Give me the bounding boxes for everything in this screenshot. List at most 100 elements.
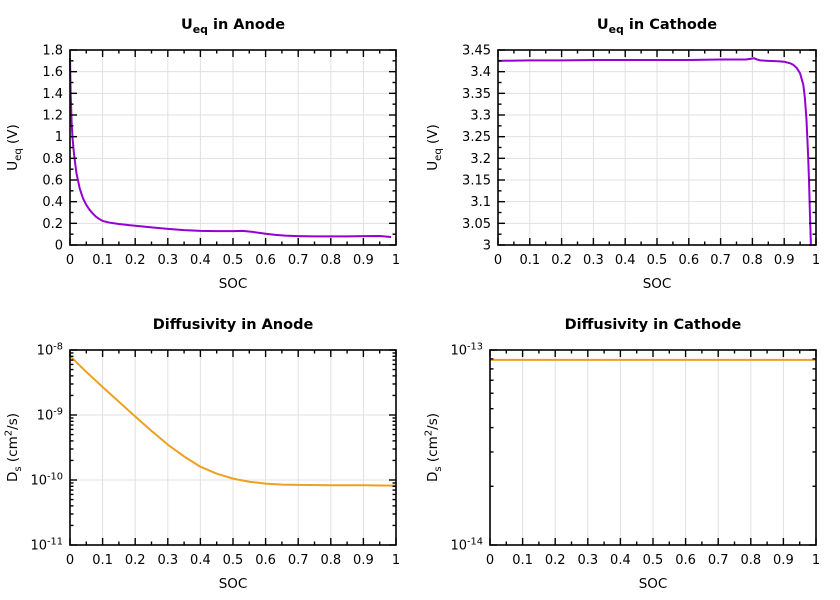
x-tick-label: 0.5 [643, 553, 664, 568]
y-tick-label: 3.05 [462, 217, 491, 232]
x-axis-label: SOC [643, 276, 672, 292]
x-tick-label: 0.4 [190, 253, 211, 268]
y-tick-label: 3 [483, 239, 491, 254]
x-tick-label: 0.2 [125, 253, 146, 268]
plot-title: Ueq in Anode [181, 17, 285, 36]
y-tick-label: 1.4 [42, 87, 63, 102]
plot-title: Diffusivity in Cathode [565, 317, 742, 333]
ueq-anode-svg: 0 0.1 0.2 0.3 0.4 0.5 0.6 0.7 0.8 0.9 1 0 0.2 0.4 0.6 0… [0, 0, 420, 300]
plot-diffusivity-anode: 0 0.1 0.2 0.3 0.4 0.5 0.6 0.7 0.8 0.9 1 10-11 10-10 1… [0, 300, 420, 600]
x-tick-label: 0.8 [320, 253, 341, 268]
y-tick-label: 1.2 [42, 109, 63, 124]
x-tick-label: 0.4 [190, 553, 211, 568]
y-tick-label: 1 [55, 130, 63, 145]
axes-ticks [497, 49, 817, 246]
y-tick-label: 1.8 [42, 44, 63, 59]
axes-ticks [489, 349, 817, 546]
x-tick-label: 0.6 [678, 253, 699, 268]
x-tick-label: 0.9 [353, 253, 374, 268]
x-tick-label: 0.6 [255, 553, 276, 568]
plot-ueq-anode: 0 0.1 0.2 0.3 0.4 0.5 0.6 0.7 0.8 0.9 1 0 0.2 0.4 0.6 0… [0, 0, 420, 300]
x-tick-label: 0.7 [288, 253, 309, 268]
x-tick-label: 0.9 [773, 553, 794, 568]
x-tick-label: 0.3 [157, 553, 178, 568]
grid-lines [70, 350, 396, 545]
grid-lines [70, 50, 396, 245]
y-tick-label: 0 [55, 239, 63, 254]
x-axis-label: SOC [219, 576, 248, 592]
x-tick-label: 0.1 [92, 253, 113, 268]
x-tick-label: 0.8 [320, 553, 341, 568]
x-tick-label: 0 [66, 253, 74, 268]
y-tick-label: 10-8 [37, 341, 63, 358]
x-tick-label: 0.5 [647, 253, 668, 268]
y-tick-label: 3.3 [470, 109, 491, 124]
x-tick-label: 1 [812, 253, 820, 268]
y-tick-label: 10-11 [30, 536, 63, 553]
x-tick-label: 0.1 [512, 553, 533, 568]
y-tick-label: 3.2 [470, 152, 491, 167]
y-tick-label: 10-14 [450, 536, 483, 553]
ueq-anode-curve [69, 57, 392, 238]
y-tick-label: 3.35 [462, 87, 491, 102]
x-tick-label: 0.4 [615, 253, 636, 268]
ueq-cathode-svg: 0 0.1 0.2 0.3 0.4 0.5 0.6 0.7 0.8 0.9 1 3 3.05 3.1 3.1… [420, 0, 840, 300]
y-axis-label: Ueq (V) [5, 124, 24, 171]
y-axis-label: Ds (cm2/s) [424, 413, 444, 482]
grid-lines [498, 50, 816, 245]
y-tick-label: 10-9 [37, 406, 63, 423]
x-tick-label: 0.5 [223, 553, 244, 568]
x-tick-label: 0.9 [353, 553, 374, 568]
x-tick-label: 0.3 [583, 253, 604, 268]
y-tick-label: 0.2 [42, 217, 63, 232]
axes-ticks [69, 49, 397, 246]
x-tick-label: 0.3 [577, 553, 598, 568]
x-tick-label: 0.5 [223, 253, 244, 268]
x-tick-label: 0.7 [708, 553, 729, 568]
x-tick-label: 0.2 [551, 253, 572, 268]
y-tick-label: 3.45 [462, 44, 491, 59]
plot-title: Ueq in Cathode [597, 17, 717, 36]
diffusivity-anode-svg: 0 0.1 0.2 0.3 0.4 0.5 0.6 0.7 0.8 0.9 1 10-11 10-10 1… [0, 300, 420, 600]
x-axis-label: SOC [639, 576, 668, 592]
y-tick-label: 0.4 [42, 195, 63, 210]
axes-ticks [69, 349, 397, 546]
x-tick-label: 0.2 [545, 553, 566, 568]
plot-ueq-cathode: 0 0.1 0.2 0.3 0.4 0.5 0.6 0.7 0.8 0.9 1 3 3.05 3.1 3.1… [420, 0, 840, 300]
x-tick-label: 0.8 [740, 553, 761, 568]
y-tick-label: 3.15 [462, 174, 491, 189]
x-tick-label: 1 [812, 553, 820, 568]
x-tick-label: 0 [494, 253, 502, 268]
y-tick-label: 0.8 [42, 152, 63, 167]
y-tick-label: 3.1 [470, 195, 491, 210]
x-tick-label: 0.8 [742, 253, 763, 268]
y-tick-label: 0.6 [42, 174, 63, 189]
x-tick-label: 0.4 [610, 553, 631, 568]
plot-title: Diffusivity in Anode [153, 317, 314, 333]
x-tick-label: 0.2 [125, 553, 146, 568]
ueq-cathode-curve [497, 57, 812, 246]
x-axis-label: SOC [219, 276, 248, 292]
x-tick-label: 0.1 [92, 553, 113, 568]
x-tick-label: 0.9 [774, 253, 795, 268]
x-tick-label: 1 [392, 553, 400, 568]
y-axis-label: Ds (cm2/s) [4, 413, 24, 482]
x-tick-label: 0.3 [157, 253, 178, 268]
x-tick-label: 0.6 [675, 553, 696, 568]
plot-diffusivity-cathode: 0 0.1 0.2 0.3 0.4 0.5 0.6 0.7 0.8 0.9 1 10-14 10-13 D… [420, 300, 840, 600]
y-tick-label: 3.25 [462, 130, 491, 145]
diffusivity-cathode-svg: 0 0.1 0.2 0.3 0.4 0.5 0.6 0.7 0.8 0.9 1 10-14 10-13 D… [420, 300, 840, 600]
x-tick-label: 0 [486, 553, 494, 568]
y-tick-label: 10-10 [30, 471, 63, 488]
y-tick-label: 10-13 [450, 341, 483, 358]
x-tick-label: 0 [66, 553, 74, 568]
x-tick-label: 0.1 [519, 253, 540, 268]
x-tick-label: 1 [392, 253, 400, 268]
y-axis-label: Ueq (V) [425, 124, 444, 171]
y-tick-label: 1.6 [42, 65, 63, 80]
grid-lines [522, 350, 784, 545]
y-tick-label: 3.4 [470, 65, 491, 80]
diffusivity-anode-curve [69, 355, 397, 487]
x-tick-label: 0.7 [288, 553, 309, 568]
